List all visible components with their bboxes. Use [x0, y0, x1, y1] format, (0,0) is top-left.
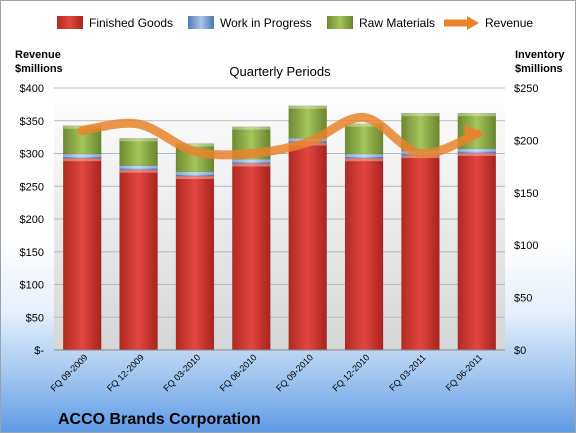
legend-arrow-revenue — [467, 16, 479, 30]
bar-work-in-progress-highlight — [119, 165, 158, 169]
bar-raw-materials-highlight — [119, 138, 158, 142]
x-tick-label: FQ 09-2010 — [274, 352, 315, 393]
bar-raw-materials-highlight — [457, 113, 496, 117]
bar-finished-goods — [175, 175, 215, 351]
bar-finished-goods-highlight — [63, 158, 102, 162]
left-tick-label: $50 — [26, 312, 44, 324]
left-tick-label: $- — [34, 345, 44, 357]
left-tick-label: $350 — [20, 116, 44, 128]
bar-raw-materials — [344, 123, 384, 155]
left-tick-label: $150 — [20, 247, 44, 259]
bar-raw-materials-highlight — [175, 143, 214, 147]
right-tick-label: $100 — [514, 240, 538, 252]
x-axis-ticks: FQ 09-2009 FQ 12-2009 FQ 03-2010 FQ 06-2010… — [49, 352, 485, 393]
right-tick-label: $200 — [514, 135, 538, 147]
bar-finished-goods-highlight — [232, 163, 271, 167]
legend-swatch-finished-goods — [57, 16, 83, 29]
revenue-line-arrowhead — [464, 124, 485, 143]
bar-finished-goods-highlight — [119, 169, 158, 173]
bar-finished-goods — [288, 142, 327, 351]
left-axis-title-line2: $millions — [15, 63, 63, 75]
legend-label-work-in-progress: Work in Progress — [220, 16, 312, 30]
x-tick-label: FQ 06-2010 — [218, 352, 259, 393]
x-tick-label: FQ 03-2010 — [161, 352, 202, 393]
legend-swatch-raw-materials — [327, 16, 353, 29]
legend-label-raw-materials: Raw Materials — [359, 16, 435, 30]
revenue-line-path — [77, 112, 482, 160]
bar-work-in-progress-highlight — [457, 148, 496, 152]
legend-label-revenue: Revenue — [485, 16, 533, 30]
left-tick-label: $300 — [20, 149, 44, 161]
bar-finished-goods-highlight — [457, 152, 496, 156]
right-tick-label: $50 — [514, 293, 532, 305]
revenue-line — [77, 112, 485, 160]
bar-raw-materials-highlight — [345, 123, 384, 127]
bar-finished-goods-highlight — [175, 176, 214, 180]
bar-raw-materials-highlight — [401, 113, 440, 117]
right-axis-title-line1: Inventory — [515, 49, 565, 61]
left-tick-label: $250 — [20, 181, 44, 193]
legend-label-finished-goods: Finished Goods — [89, 16, 173, 30]
legend-swatch-work-in-progress — [188, 16, 214, 29]
x-tick-label: FQ 06-2011 — [444, 352, 485, 393]
left-tick-label: $200 — [20, 214, 44, 226]
chart-subtitle: Quarterly Periods — [229, 64, 331, 79]
right-tick-label: $0 — [514, 345, 526, 357]
bar-work-in-progress-highlight — [232, 159, 271, 163]
x-tick-label: FQ 12-2009 — [105, 352, 146, 393]
bar-finished-goods — [457, 152, 497, 351]
x-tick-label: FQ 03-2011 — [387, 352, 428, 393]
bar-work-in-progress-highlight — [345, 154, 384, 158]
bar-finished-goods — [401, 154, 440, 351]
right-axis-title-line2: $millions — [515, 63, 563, 75]
left-tick-label: $100 — [20, 280, 44, 292]
right-tick-label: $250 — [514, 83, 538, 95]
bar-finished-goods — [232, 163, 271, 351]
right-axis-ticks: $0 $50 $100 $150 $200 $250 — [514, 83, 538, 357]
bar-finished-goods — [62, 157, 102, 351]
bars — [62, 105, 497, 351]
left-axis-ticks: $- $50 $100 $150 $200 $250 $300 $350 $400 — [20, 83, 45, 357]
company-name: ACCO Brands Corporation — [58, 411, 261, 428]
x-tick-label: FQ 09-2009 — [49, 352, 90, 393]
left-axis-title-line1: Revenue — [15, 49, 61, 61]
x-tick-label: FQ 12-2010 — [330, 352, 371, 393]
legend: Finished Goods Work in Progress Raw Mate… — [57, 16, 533, 30]
right-tick-label: $150 — [514, 188, 538, 200]
left-tick-label: $400 — [20, 83, 44, 95]
bar-work-in-progress-highlight — [175, 171, 214, 175]
bar-raw-materials-highlight — [288, 105, 327, 109]
bar-finished-goods — [344, 157, 384, 351]
bar-raw-materials — [119, 138, 158, 166]
bar-finished-goods — [119, 169, 158, 351]
bar-raw-materials-highlight — [232, 126, 271, 130]
bar-work-in-progress-highlight — [63, 154, 102, 158]
bar-finished-goods-highlight — [345, 158, 384, 162]
